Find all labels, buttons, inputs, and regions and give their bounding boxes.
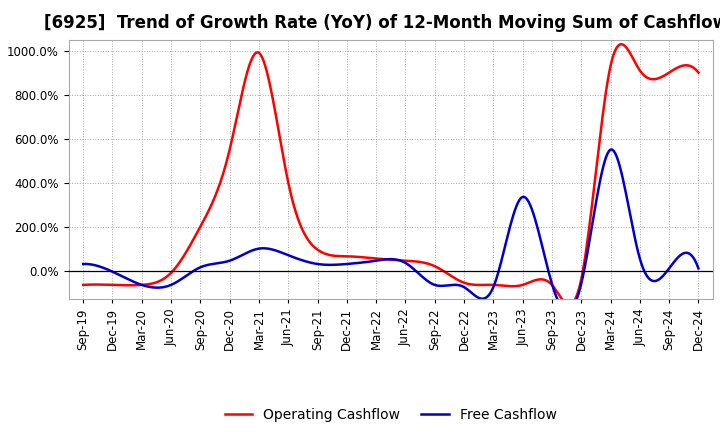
- Free Cashflow: [563, 309, 572, 314]
- Free Cashflow: [153, 285, 161, 290]
- Free Cashflow: [79, 261, 88, 267]
- Operating Cashflow: [323, 252, 331, 257]
- Operating Cashflow: [564, 302, 573, 307]
- Free Cashflow: [323, 262, 331, 268]
- Operating Cashflow: [466, 282, 474, 287]
- Line: Free Cashflow: Free Cashflow: [84, 150, 698, 312]
- Operating Cashflow: [617, 41, 626, 47]
- Free Cashflow: [523, 197, 531, 202]
- Free Cashflow: [694, 266, 703, 271]
- Free Cashflow: [608, 147, 616, 152]
- Operating Cashflow: [79, 282, 88, 288]
- Operating Cashflow: [153, 279, 161, 285]
- Legend: Operating Cashflow, Free Cashflow: Operating Cashflow, Free Cashflow: [219, 402, 562, 427]
- Title: [6925]  Trend of Growth Rate (YoY) of 12-Month Moving Sum of Cashflows: [6925] Trend of Growth Rate (YoY) of 12-…: [44, 15, 720, 33]
- Free Cashflow: [526, 203, 535, 208]
- Operating Cashflow: [523, 281, 531, 286]
- Free Cashflow: [279, 251, 288, 256]
- Operating Cashflow: [694, 70, 703, 75]
- Line: Operating Cashflow: Operating Cashflow: [84, 44, 698, 304]
- Operating Cashflow: [526, 279, 535, 285]
- Free Cashflow: [466, 289, 474, 294]
- Operating Cashflow: [279, 156, 288, 161]
